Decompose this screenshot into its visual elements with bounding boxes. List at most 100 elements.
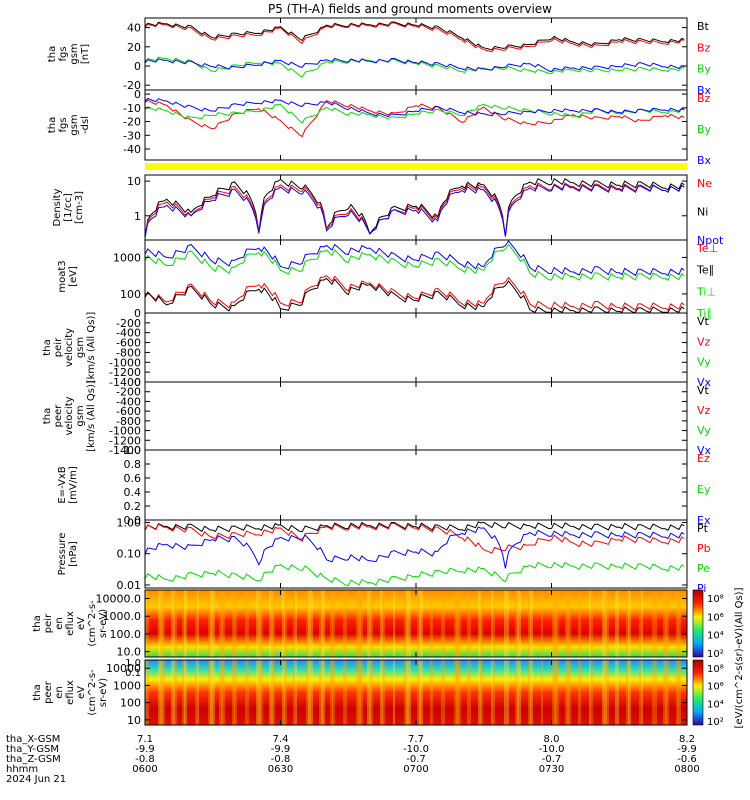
- panel-1: 40 20 0 -20 tha fgs gsm [nT] Bt Bz By Bx: [47, 17, 712, 97]
- series-line-pb: [144, 522, 685, 554]
- spectrogram-streak: [406, 590, 411, 657]
- spectrogram: [145, 590, 687, 657]
- spectrogram-streak: [504, 590, 509, 657]
- y-axis-label: eV: [76, 617, 87, 630]
- spectrogram-streak: [197, 660, 199, 725]
- y-tick-label: -1000: [109, 356, 141, 369]
- spectrogram-streak: [441, 590, 443, 657]
- legend-entry: Vy: [697, 424, 711, 437]
- spectrogram-streak: [676, 590, 679, 657]
- x-tick-value: -0.8: [135, 754, 155, 765]
- spectrogram-streak: [258, 660, 263, 725]
- y-tick-label: -20: [123, 116, 141, 129]
- spectrogram-streak: [491, 660, 493, 725]
- spectrogram-streak: [493, 660, 495, 725]
- y-axis-label: eflux: [65, 680, 76, 705]
- spectrogram-streak: [467, 660, 471, 725]
- spectrogram-streak: [443, 660, 445, 725]
- spectrogram-streak: [456, 660, 461, 725]
- x-tick-value: 0630: [268, 764, 293, 775]
- spectrogram-streak: [343, 660, 345, 725]
- spectrogram-streak: [541, 660, 543, 725]
- y-tick-label: -1200: [109, 434, 141, 447]
- spectrogram-streak: [173, 660, 177, 725]
- y-tick-label: 0.10: [117, 548, 142, 561]
- spectrogram-streak: [393, 590, 395, 657]
- x-tick-value: 8.2: [679, 734, 695, 745]
- x-tick-value: -10.0: [403, 744, 429, 755]
- spectrogram-streak: [589, 590, 591, 657]
- spectrogram-streak: [182, 660, 185, 725]
- y-axis-label: [eV]: [68, 266, 79, 287]
- spectrogram-streak: [678, 660, 681, 725]
- spectrogram-streak: [393, 660, 395, 725]
- colorbar-tick-label: 10⁶: [707, 612, 724, 623]
- spectrogram-streak: [554, 660, 559, 725]
- legend-entry: Bt: [697, 20, 710, 33]
- spectrogram-streak: [528, 660, 531, 725]
- spectrogram-streak: [145, 660, 147, 725]
- spectrogram-streak: [184, 590, 187, 657]
- x-tick-value: -10.0: [539, 744, 565, 755]
- panel-frame: [144, 312, 688, 383]
- spectrogram-streak: [565, 590, 569, 657]
- y-axis-label: E=-VxB: [57, 466, 68, 503]
- spectrogram-streak: [404, 590, 409, 657]
- spectrogram-streak: [504, 660, 509, 725]
- spectrogram-streak: [367, 590, 371, 657]
- y-axis-label: gsm: [75, 405, 86, 426]
- y-axis-label: peir: [43, 613, 54, 633]
- y-tick-label: 0.2: [124, 500, 142, 513]
- spectrogram-streak: [208, 660, 213, 725]
- spectrogram-streak: [282, 590, 285, 657]
- legend-entry: Bz: [697, 41, 711, 54]
- spectrogram-streak: [602, 590, 607, 657]
- spectrogram-streak: [295, 660, 297, 725]
- spectrogram-streak: [358, 660, 363, 725]
- spectrogram-streak: [182, 590, 185, 657]
- spectrogram-streak: [441, 660, 443, 725]
- spectrogram-streak: [158, 590, 163, 657]
- spectrogram-streak: [404, 660, 409, 725]
- spectrogram-streak: [367, 660, 371, 725]
- spectrogram-streak: [356, 590, 361, 657]
- spectrogram-streak: [639, 660, 641, 725]
- x-tick-value: 7.7: [408, 734, 424, 745]
- y-tick-label: -800: [116, 346, 141, 359]
- x-axis-row-label: hhmm: [6, 764, 38, 775]
- y-axis-label: gsm: [69, 114, 80, 135]
- legend-entry: Vx: [697, 444, 712, 457]
- x-axis-row-label: tha_Y-GSM: [6, 744, 59, 755]
- spectrogram-streak: [369, 590, 373, 657]
- panel-frame: [144, 449, 688, 521]
- spectrogram-streak: [210, 660, 215, 725]
- spectrogram-streak: [345, 590, 347, 657]
- legend-entry: Bz: [697, 92, 711, 105]
- y-tick-label: 20: [127, 41, 141, 54]
- spectrogram-streak: [454, 660, 459, 725]
- spectrogram-streak: [480, 590, 483, 657]
- spectrogram-streak: [615, 590, 619, 657]
- y-axis-label: tha: [42, 339, 53, 355]
- y-tick-label: 1000.0: [103, 610, 142, 623]
- legend-entry: Vt: [697, 384, 710, 397]
- spectrogram-streak: [665, 590, 669, 657]
- legend-entry: Ni: [697, 206, 708, 219]
- spectrogram-streak: [258, 590, 263, 657]
- y-axis-label: eV: [76, 686, 87, 699]
- series-line-tiblue: [144, 240, 685, 277]
- y-tick-label: -800: [116, 415, 141, 428]
- series-line-bx: [144, 57, 685, 73]
- spectrogram-streak: [184, 660, 187, 725]
- spectrogram-streak: [332, 660, 335, 725]
- spectrogram-streak: [626, 590, 629, 657]
- x-tick-value: 7.4: [273, 734, 289, 745]
- spectrogram-streak: [552, 590, 557, 657]
- spectrogram-streak: [417, 660, 421, 725]
- spectrogram-streak: [604, 660, 609, 725]
- legend-entry: Ne: [697, 177, 712, 190]
- y-tick-label: 0.1: [125, 668, 141, 679]
- series-line-bx: [144, 97, 685, 118]
- spectrogram-streak: [195, 660, 197, 725]
